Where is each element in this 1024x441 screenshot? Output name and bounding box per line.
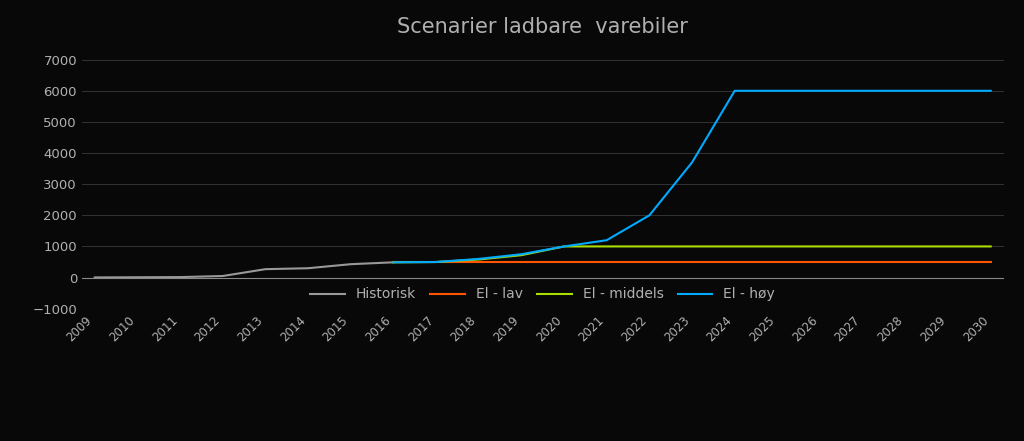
El - høy bbox=[942, 88, 954, 93]
El - middels bbox=[984, 244, 996, 249]
El - høy bbox=[728, 88, 740, 93]
El - middels bbox=[942, 244, 954, 249]
El - middels bbox=[387, 260, 399, 265]
El - lav bbox=[728, 260, 740, 265]
El - middels bbox=[899, 244, 911, 249]
El - middels bbox=[558, 244, 570, 249]
Historisk bbox=[302, 265, 314, 271]
El - høy bbox=[856, 88, 868, 93]
El - høy bbox=[899, 88, 911, 93]
El - høy bbox=[686, 160, 698, 165]
Line: El - middels: El - middels bbox=[393, 247, 990, 262]
El - middels bbox=[643, 244, 655, 249]
El - middels bbox=[686, 244, 698, 249]
Legend: Historisk, El - lav, El - middels, El - høy: Historisk, El - lav, El - middels, El - … bbox=[305, 282, 780, 307]
Historisk bbox=[387, 260, 399, 265]
Historisk bbox=[174, 274, 186, 280]
El - høy bbox=[984, 88, 996, 93]
El - middels bbox=[814, 244, 826, 249]
Historisk bbox=[131, 275, 143, 280]
Historisk bbox=[88, 275, 100, 280]
El - lav bbox=[430, 260, 442, 265]
El - høy bbox=[430, 259, 442, 265]
El - høy bbox=[600, 238, 612, 243]
El - lav bbox=[984, 260, 996, 265]
El - høy bbox=[643, 213, 655, 218]
El - lav bbox=[387, 260, 399, 265]
El - lav bbox=[899, 260, 911, 265]
El - middels bbox=[728, 244, 740, 249]
Historisk bbox=[259, 266, 271, 272]
El - middels bbox=[430, 259, 442, 265]
El - lav bbox=[771, 260, 783, 265]
El - lav bbox=[814, 260, 826, 265]
El - høy bbox=[472, 256, 484, 262]
El - middels bbox=[515, 253, 527, 258]
El - lav bbox=[558, 260, 570, 265]
Title: Scenarier ladbare  varebiler: Scenarier ladbare varebiler bbox=[397, 17, 688, 37]
Line: El - høy: El - høy bbox=[393, 91, 990, 262]
El - høy bbox=[515, 251, 527, 257]
El - middels bbox=[771, 244, 783, 249]
El - lav bbox=[643, 260, 655, 265]
El - lav bbox=[515, 260, 527, 265]
Historisk bbox=[216, 273, 228, 279]
El - lav bbox=[472, 260, 484, 265]
El - lav bbox=[686, 260, 698, 265]
El - høy bbox=[387, 260, 399, 265]
El - middels bbox=[856, 244, 868, 249]
El - middels bbox=[600, 244, 612, 249]
El - lav bbox=[856, 260, 868, 265]
El - lav bbox=[942, 260, 954, 265]
El - høy bbox=[814, 88, 826, 93]
Historisk bbox=[344, 262, 356, 267]
El - lav bbox=[600, 260, 612, 265]
El - middels bbox=[472, 257, 484, 262]
El - høy bbox=[558, 244, 570, 249]
Line: Historisk: Historisk bbox=[94, 262, 393, 277]
El - høy bbox=[771, 88, 783, 93]
